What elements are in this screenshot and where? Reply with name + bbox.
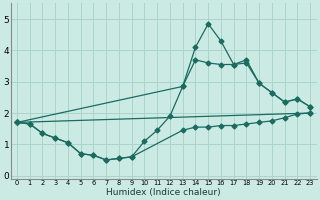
X-axis label: Humidex (Indice chaleur): Humidex (Indice chaleur) bbox=[106, 188, 221, 197]
